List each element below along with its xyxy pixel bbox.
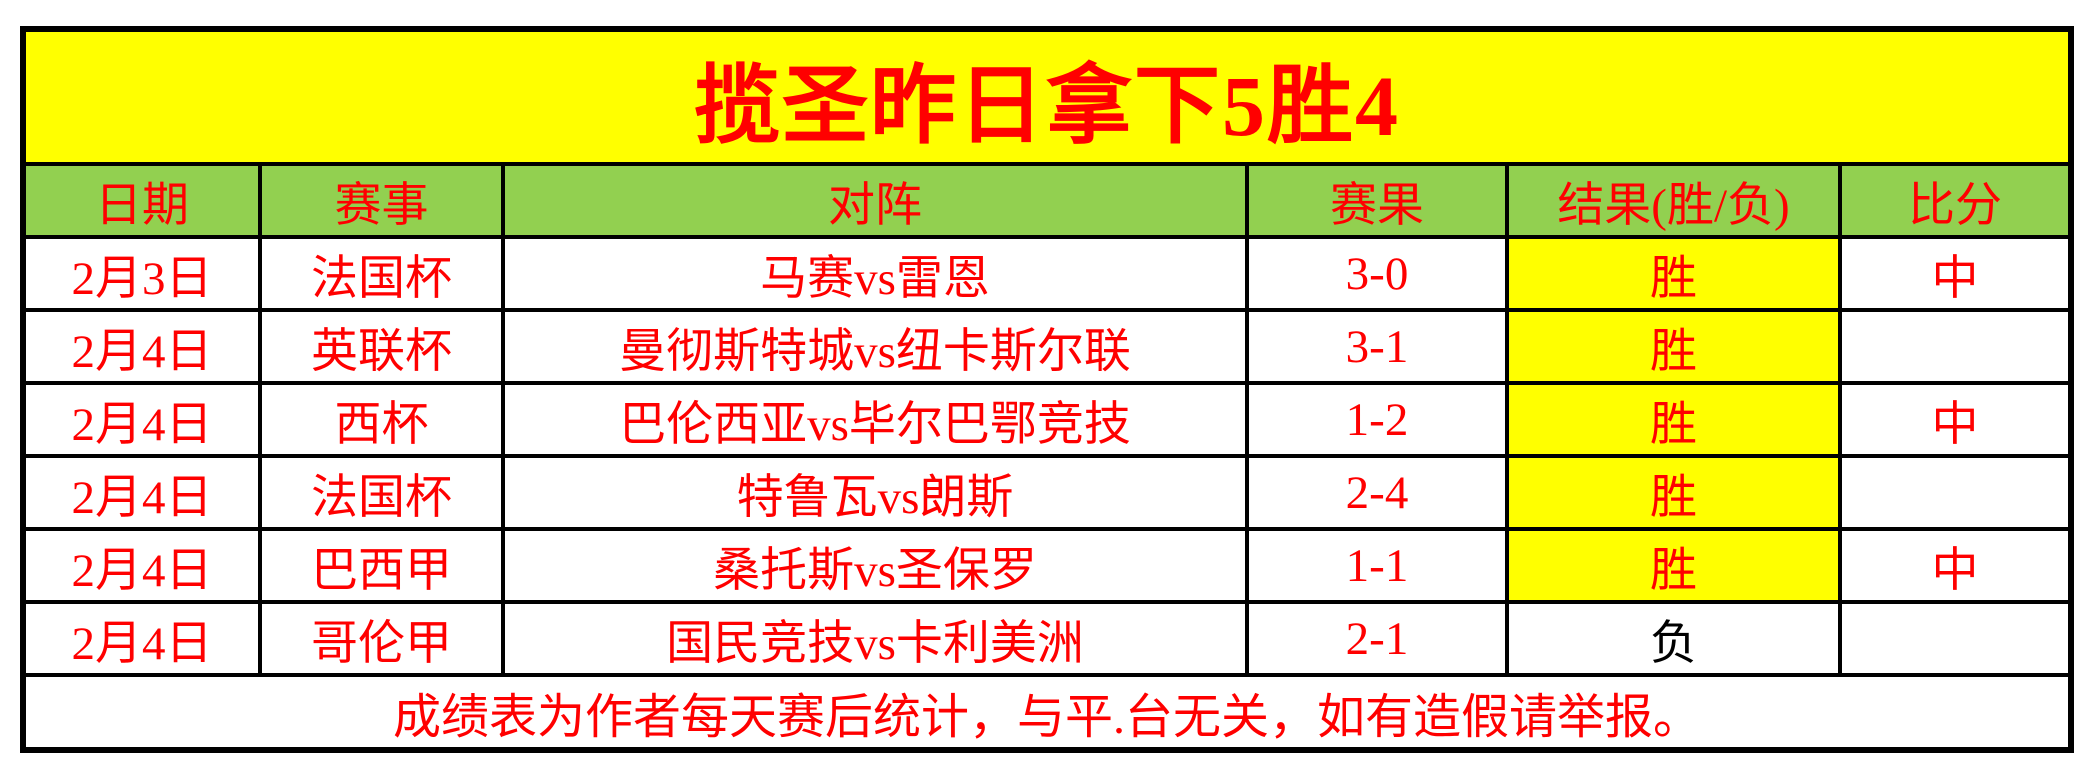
- col-header-score: 赛果: [1245, 162, 1509, 239]
- col-header-league: 赛事: [258, 162, 505, 239]
- table-row: 2月4日 哥伦甲 国民竞技vs卡利美洲 2-1 负: [21, 600, 2074, 677]
- title-row: 揽圣昨日拿下5胜4: [20, 27, 2074, 166]
- match-cell: 特鲁瓦vs朗斯: [501, 454, 1249, 531]
- score-cell: 3-0: [1245, 235, 1509, 312]
- table-row: 2月4日 西杯 巴伦西亚vs毕尔巴鄂竞技 1-2 胜 中: [21, 381, 2074, 458]
- table-row: 2月4日 巴西甲 桑托斯vs圣保罗 1-1 胜 中: [21, 527, 2074, 604]
- date-cell: 2月3日: [21, 235, 262, 312]
- score-cell: 2-1: [1245, 600, 1509, 677]
- hit-cell: [1837, 600, 2074, 677]
- league-cell: 英联杯: [258, 308, 505, 385]
- outcome-cell: 胜: [1505, 308, 1842, 385]
- match-cell: 曼彻斯特城vs纽卡斯尔联: [501, 308, 1249, 385]
- league-cell: 法国杯: [258, 454, 505, 531]
- col-header-hit: 比分: [1837, 162, 2074, 239]
- match-cell: 马赛vs雷恩: [501, 235, 1249, 312]
- hit-cell: [1837, 308, 2074, 385]
- date-cell: 2月4日: [21, 527, 262, 604]
- page-title: 揽圣昨日拿下5胜4: [20, 27, 2074, 166]
- outcome-cell: 负: [1505, 600, 1842, 677]
- col-header-date: 日期: [21, 162, 262, 239]
- table-row: 2月4日 法国杯 特鲁瓦vs朗斯 2-4 胜: [21, 454, 2074, 531]
- hit-cell: [1837, 454, 2074, 531]
- date-cell: 2月4日: [21, 308, 262, 385]
- score-cell: 3-1: [1245, 308, 1509, 385]
- match-cell: 国民竞技vs卡利美洲: [501, 600, 1249, 677]
- date-cell: 2月4日: [21, 454, 262, 531]
- date-cell: 2月4日: [21, 381, 262, 458]
- league-cell: 巴西甲: [258, 527, 505, 604]
- col-header-match: 对阵: [501, 162, 1249, 239]
- league-cell: 法国杯: [258, 235, 505, 312]
- outcome-cell: 胜: [1505, 527, 1842, 604]
- outcome-cell: 胜: [1505, 454, 1842, 531]
- table-row: 2月3日 法国杯 马赛vs雷恩 3-0 胜 中: [21, 235, 2074, 312]
- league-cell: 哥伦甲: [258, 600, 505, 677]
- outcome-cell: 胜: [1505, 235, 1842, 312]
- column-header-row: 日期 赛事 对阵 赛果 结果(胜/负) 比分: [21, 162, 2074, 239]
- col-header-outcome: 结果(胜/负): [1505, 162, 1842, 239]
- hit-cell: 中: [1837, 381, 2074, 458]
- match-cell: 巴伦西亚vs毕尔巴鄂竞技: [501, 381, 1249, 458]
- league-cell: 西杯: [258, 381, 505, 458]
- footer-row: 成绩表为作者每天赛后统计，与平.台无关，如有造假请举报。: [20, 673, 2074, 752]
- hit-cell: 中: [1837, 235, 2074, 312]
- results-table: 揽圣昨日拿下5胜4 日期 赛事 对阵 赛果 结果(胜/负) 比分 2月3日 法国…: [20, 26, 2075, 753]
- table-row: 2月4日 英联杯 曼彻斯特城vs纽卡斯尔联 3-1 胜: [21, 308, 2074, 385]
- score-cell: 1-1: [1245, 527, 1509, 604]
- hit-cell: 中: [1837, 527, 2074, 604]
- footer-note: 成绩表为作者每天赛后统计，与平.台无关，如有造假请举报。: [20, 673, 2074, 752]
- score-cell: 2-4: [1245, 454, 1509, 531]
- score-cell: 1-2: [1245, 381, 1509, 458]
- outcome-cell: 胜: [1505, 381, 1842, 458]
- match-cell: 桑托斯vs圣保罗: [501, 527, 1249, 604]
- date-cell: 2月4日: [21, 600, 262, 677]
